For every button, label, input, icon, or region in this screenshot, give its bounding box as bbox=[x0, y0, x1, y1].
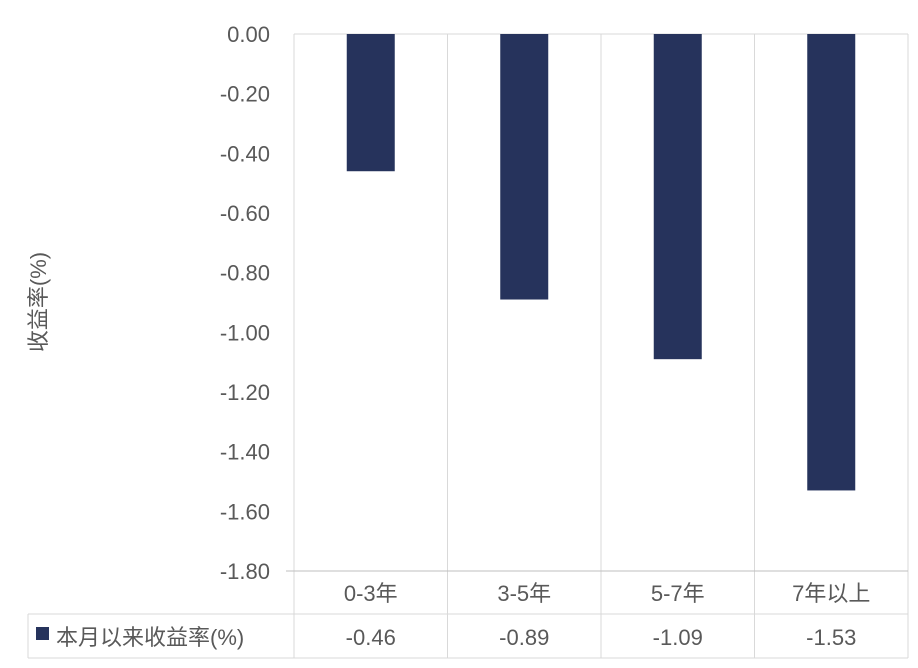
y-tick-label: -0.40 bbox=[220, 141, 270, 166]
data-value-label: -1.09 bbox=[653, 625, 703, 650]
y-tick-label: -1.40 bbox=[220, 440, 270, 465]
bar bbox=[653, 34, 702, 360]
x-category-label: 5-7年 bbox=[651, 581, 705, 606]
y-tick-label: -0.80 bbox=[220, 261, 270, 286]
y-axis-label: 收益率(%) bbox=[26, 252, 51, 352]
y-tick-label: -0.60 bbox=[220, 201, 270, 226]
y-tick-label: -1.80 bbox=[220, 559, 270, 584]
legend-label: 本月以来收益率(%) bbox=[56, 625, 244, 650]
bar bbox=[500, 34, 549, 300]
data-value-label: -0.89 bbox=[499, 625, 549, 650]
y-tick-label: -1.20 bbox=[220, 380, 270, 405]
x-category-label: 3-5年 bbox=[497, 581, 551, 606]
data-value-label: -0.46 bbox=[346, 625, 396, 650]
x-category-label: 0-3年 bbox=[344, 581, 398, 606]
y-tick-label: -1.60 bbox=[220, 499, 270, 524]
data-value-label: -1.53 bbox=[806, 625, 856, 650]
bar bbox=[807, 34, 856, 491]
bar bbox=[346, 34, 395, 172]
y-tick-label: 0.00 bbox=[227, 22, 270, 47]
y-tick-label: -1.00 bbox=[220, 320, 270, 345]
legend-swatch bbox=[36, 627, 49, 640]
x-category-label: 7年以上 bbox=[792, 581, 870, 606]
y-tick-label: -0.20 bbox=[220, 82, 270, 107]
